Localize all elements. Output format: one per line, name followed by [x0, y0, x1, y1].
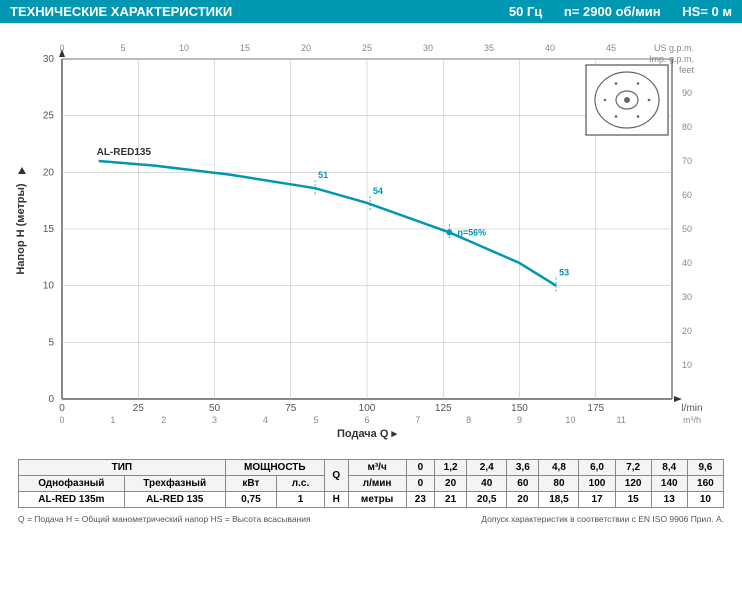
- svg-text:10: 10: [179, 43, 189, 53]
- svg-text:30: 30: [682, 292, 692, 302]
- svg-text:feet: feet: [679, 65, 695, 75]
- svg-text:10: 10: [682, 360, 692, 370]
- svg-text:25: 25: [362, 43, 372, 53]
- svg-text:15: 15: [43, 224, 55, 235]
- svg-text:5: 5: [48, 337, 54, 348]
- svg-text:175: 175: [587, 403, 604, 414]
- header-freq: 50 Гц: [509, 4, 542, 19]
- svg-text:20: 20: [301, 43, 311, 53]
- svg-text:AL-RED135: AL-RED135: [97, 147, 152, 158]
- svg-text:US g.p.m.: US g.p.m.: [654, 43, 694, 53]
- svg-text:25: 25: [43, 111, 55, 122]
- spec-table: ТИПМОЩНОСТЬQм³/ч01,22,43,64,86,07,28,49,…: [18, 459, 724, 508]
- svg-text:40: 40: [682, 258, 692, 268]
- header-title: ТЕХНИЧЕСКИЕ ХАРАКТЕРИСТИКИ: [10, 4, 491, 19]
- svg-text:8: 8: [466, 415, 471, 425]
- svg-text:54: 54: [373, 186, 383, 196]
- spec-table-wrap: ТИПМОЩНОСТЬQм³/ч01,22,43,64,86,07,28,49,…: [0, 453, 742, 510]
- svg-text:80: 80: [682, 122, 692, 132]
- svg-text:25: 25: [133, 403, 145, 414]
- svg-text:10: 10: [43, 281, 55, 292]
- pump-curve-chart: 0510152025300255075100125150175l/min0123…: [0, 23, 742, 453]
- svg-text:11: 11: [616, 415, 625, 425]
- footnote: Q = Подача H = Общий манометрический нап…: [0, 510, 742, 532]
- svg-text:2: 2: [161, 415, 166, 425]
- svg-text:125: 125: [435, 403, 452, 414]
- svg-text:0: 0: [48, 394, 54, 405]
- svg-text:η=56%: η=56%: [457, 227, 486, 237]
- header-params: 50 Гц n= 2900 об/мин HS= 0 м: [491, 4, 732, 19]
- svg-text:51: 51: [318, 170, 328, 180]
- svg-text:20: 20: [682, 326, 692, 336]
- svg-text:0: 0: [59, 403, 65, 414]
- svg-text:0: 0: [59, 415, 64, 425]
- header-bar: ТЕХНИЧЕСКИЕ ХАРАКТЕРИСТИКИ 50 Гц n= 2900…: [0, 0, 742, 23]
- svg-text:30: 30: [423, 43, 433, 53]
- svg-text:100: 100: [359, 403, 376, 414]
- svg-text:30: 30: [43, 54, 55, 65]
- svg-text:20: 20: [43, 167, 55, 178]
- header-hs: HS= 0 м: [682, 4, 732, 19]
- svg-text:l/min: l/min: [681, 403, 702, 414]
- svg-text:m³/h: m³/h: [683, 415, 701, 425]
- svg-text:5: 5: [120, 43, 125, 53]
- svg-text:35: 35: [484, 43, 494, 53]
- svg-text:7: 7: [415, 415, 420, 425]
- svg-text:50: 50: [682, 224, 692, 234]
- svg-text:4: 4: [263, 415, 268, 425]
- svg-text:75: 75: [285, 403, 297, 414]
- svg-text:45: 45: [606, 43, 616, 53]
- svg-text:Подача Q ▸: Подача Q ▸: [337, 428, 397, 440]
- svg-text:40: 40: [545, 43, 555, 53]
- svg-text:53: 53: [559, 268, 569, 278]
- header-rpm: n= 2900 об/мин: [564, 4, 661, 19]
- svg-text:9: 9: [517, 415, 522, 425]
- svg-text:1: 1: [110, 415, 115, 425]
- svg-text:5: 5: [314, 415, 319, 425]
- svg-text:50: 50: [209, 403, 221, 414]
- svg-text:90: 90: [682, 88, 692, 98]
- svg-text:6: 6: [364, 415, 369, 425]
- footnote-right: Допуск характеристик в соответствии с EN…: [481, 514, 724, 524]
- svg-text:70: 70: [682, 156, 692, 166]
- svg-text:150: 150: [511, 403, 528, 414]
- svg-text:Imp. g.p.m.: Imp. g.p.m.: [649, 54, 694, 64]
- svg-text:60: 60: [682, 190, 692, 200]
- svg-text:0: 0: [59, 43, 64, 53]
- svg-text:15: 15: [240, 43, 250, 53]
- footnote-left: Q = Подача H = Общий манометрический нап…: [18, 514, 311, 524]
- svg-text:3: 3: [212, 415, 217, 425]
- svg-text:Напор Н (метры): Напор Н (метры): [15, 183, 27, 274]
- svg-text:10: 10: [565, 415, 575, 425]
